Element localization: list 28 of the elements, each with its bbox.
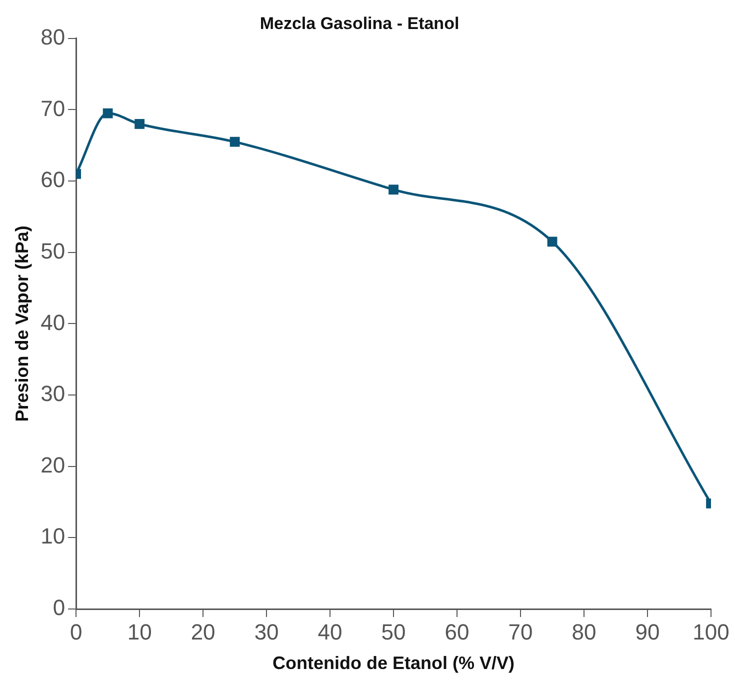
y-tick-label: 20: [40, 452, 66, 478]
y-tick-label: 80: [40, 24, 66, 50]
y-tick-label: 40: [40, 310, 66, 335]
x-axis-title: Contenido de Etanol (% V/V): [272, 653, 515, 674]
point: [134, 119, 145, 129]
x-tick-label: 40: [318, 619, 342, 644]
point: [230, 136, 240, 147]
point: [102, 108, 113, 118]
y-tick-label: 30: [40, 381, 66, 406]
x-tick-label: 50: [381, 619, 406, 644]
x-tick-label: 0: [70, 619, 82, 644]
y-tick-label: 10: [40, 524, 66, 549]
y-tick-label: 70: [40, 96, 66, 121]
x-tick-label: 70: [508, 619, 533, 644]
x-tick-label: 80: [572, 619, 596, 644]
x-tick-label: 20: [190, 619, 216, 644]
y-axis-title: Presion de Vapor (kPa): [12, 226, 32, 422]
chart-title: Mezcla Gasolina - Etanol: [260, 14, 460, 33]
point: [547, 236, 558, 247]
x-tick-label: 60: [444, 619, 470, 644]
y-tick-label: 50: [40, 238, 66, 264]
point: [388, 184, 398, 195]
y-tick-label: 0: [52, 595, 66, 620]
x-tick-label: 10: [127, 619, 152, 644]
x-tick-label: 100: [692, 619, 730, 644]
x-tick-label: 90: [635, 619, 660, 644]
y-tick-label: 60: [40, 167, 66, 192]
x-tick-label: 30: [254, 619, 279, 644]
